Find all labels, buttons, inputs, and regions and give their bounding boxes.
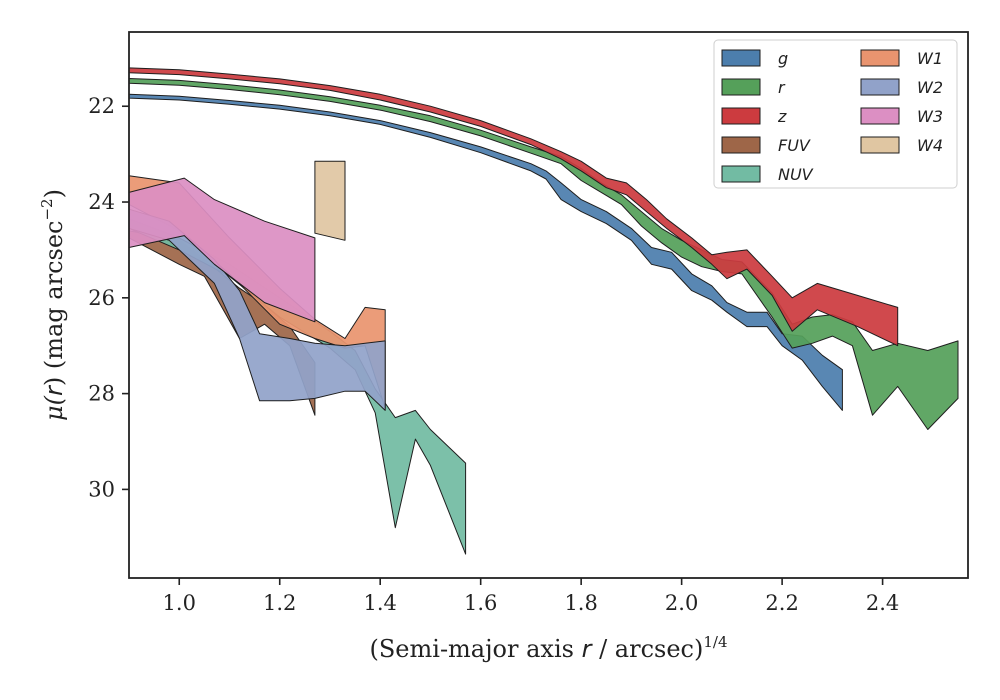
bands-layer [128, 67, 959, 555]
x-tick-label: 1.2 [263, 591, 296, 615]
band-z [128, 67, 899, 347]
x-tick-label: 1.4 [363, 591, 396, 615]
legend-swatch-W1 [860, 49, 900, 67]
x-tick-label: 1.0 [163, 591, 196, 615]
legend-swatch-W2 [860, 78, 900, 96]
legend-label-W1: W1 [917, 49, 943, 68]
x-axis-label: (Semi-major axis r / arcsec)1/4 [370, 633, 728, 663]
y-axis-label: μ(r) (mag arcsec−2) [38, 189, 68, 421]
legend-label-FUV: FUV [778, 136, 811, 155]
y-tick-label: 24 [88, 190, 115, 214]
x-tick-label: 1.6 [464, 591, 497, 615]
ticks-layer: 1.0 1.2 1.4 1.6 1.8 2.0 2.2 2.4 22 24 26 28 30 [88, 94, 899, 615]
y-tick-label: 30 [88, 477, 115, 501]
legend-swatch-r [721, 78, 761, 96]
legend-label-NUV: NUV [778, 165, 814, 184]
x-tick-label: 1.8 [564, 591, 597, 615]
y-tick-label: 26 [88, 286, 115, 310]
legend-swatch-NUV [721, 165, 761, 183]
x-tick-label: 2.4 [866, 591, 899, 615]
band-g [128, 93, 843, 411]
y-tick-label: 22 [88, 94, 115, 118]
legend-label-g: g [778, 49, 788, 68]
band-W4 [314, 160, 346, 241]
legend-swatch-W3 [860, 107, 900, 125]
legend-label-W2: W2 [917, 78, 943, 97]
legend-swatch-g [721, 49, 761, 67]
legend-label-z: z [777, 107, 787, 126]
legend-swatch-z [721, 107, 761, 125]
y-tick-label: 28 [88, 382, 115, 406]
legend-label-W3: W3 [917, 107, 943, 126]
legend-label-r: r [778, 78, 786, 97]
band-W2 [128, 208, 386, 411]
x-tick-label: 2.0 [665, 591, 698, 615]
legend-swatch-FUV [721, 136, 761, 154]
axes-frame [128, 31, 969, 579]
legend-label-W4: W4 [917, 136, 943, 155]
x-tick-label: 2.2 [765, 591, 798, 615]
legend: grz FUV NUV W1 W2 W3 W4 [713, 39, 958, 189]
band-W3 [128, 177, 316, 323]
legend-swatch-W4 [860, 136, 900, 154]
